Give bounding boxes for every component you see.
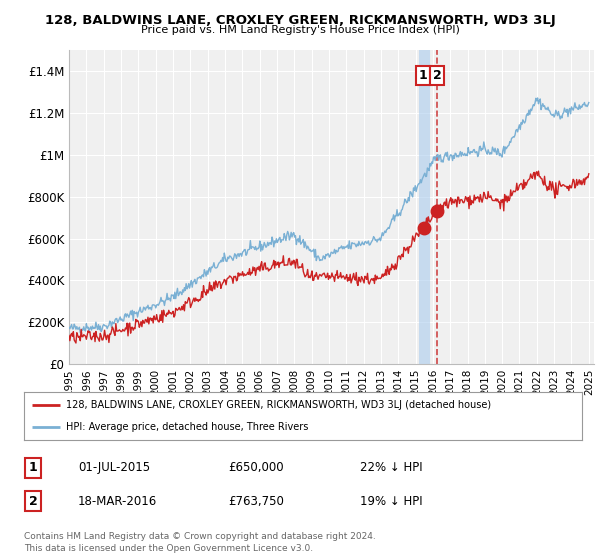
- Text: 01-JUL-2015: 01-JUL-2015: [78, 461, 150, 474]
- Text: 1: 1: [419, 69, 428, 82]
- Text: HPI: Average price, detached house, Three Rivers: HPI: Average price, detached house, Thre…: [66, 422, 308, 432]
- Text: 18-MAR-2016: 18-MAR-2016: [78, 494, 157, 508]
- Text: Contains HM Land Registry data © Crown copyright and database right 2024.
This d: Contains HM Land Registry data © Crown c…: [24, 533, 376, 553]
- Text: 19% ↓ HPI: 19% ↓ HPI: [360, 494, 422, 508]
- Text: £650,000: £650,000: [228, 461, 284, 474]
- Text: Price paid vs. HM Land Registry's House Price Index (HPI): Price paid vs. HM Land Registry's House …: [140, 25, 460, 35]
- Text: 2: 2: [29, 494, 37, 508]
- Text: 128, BALDWINS LANE, CROXLEY GREEN, RICKMANSWORTH, WD3 3LJ (detached house): 128, BALDWINS LANE, CROXLEY GREEN, RICKM…: [66, 400, 491, 410]
- Text: £763,750: £763,750: [228, 494, 284, 508]
- Text: 22% ↓ HPI: 22% ↓ HPI: [360, 461, 422, 474]
- Text: 1: 1: [29, 461, 37, 474]
- Text: 2: 2: [433, 69, 442, 82]
- Text: 128, BALDWINS LANE, CROXLEY GREEN, RICKMANSWORTH, WD3 3LJ: 128, BALDWINS LANE, CROXLEY GREEN, RICKM…: [44, 14, 556, 27]
